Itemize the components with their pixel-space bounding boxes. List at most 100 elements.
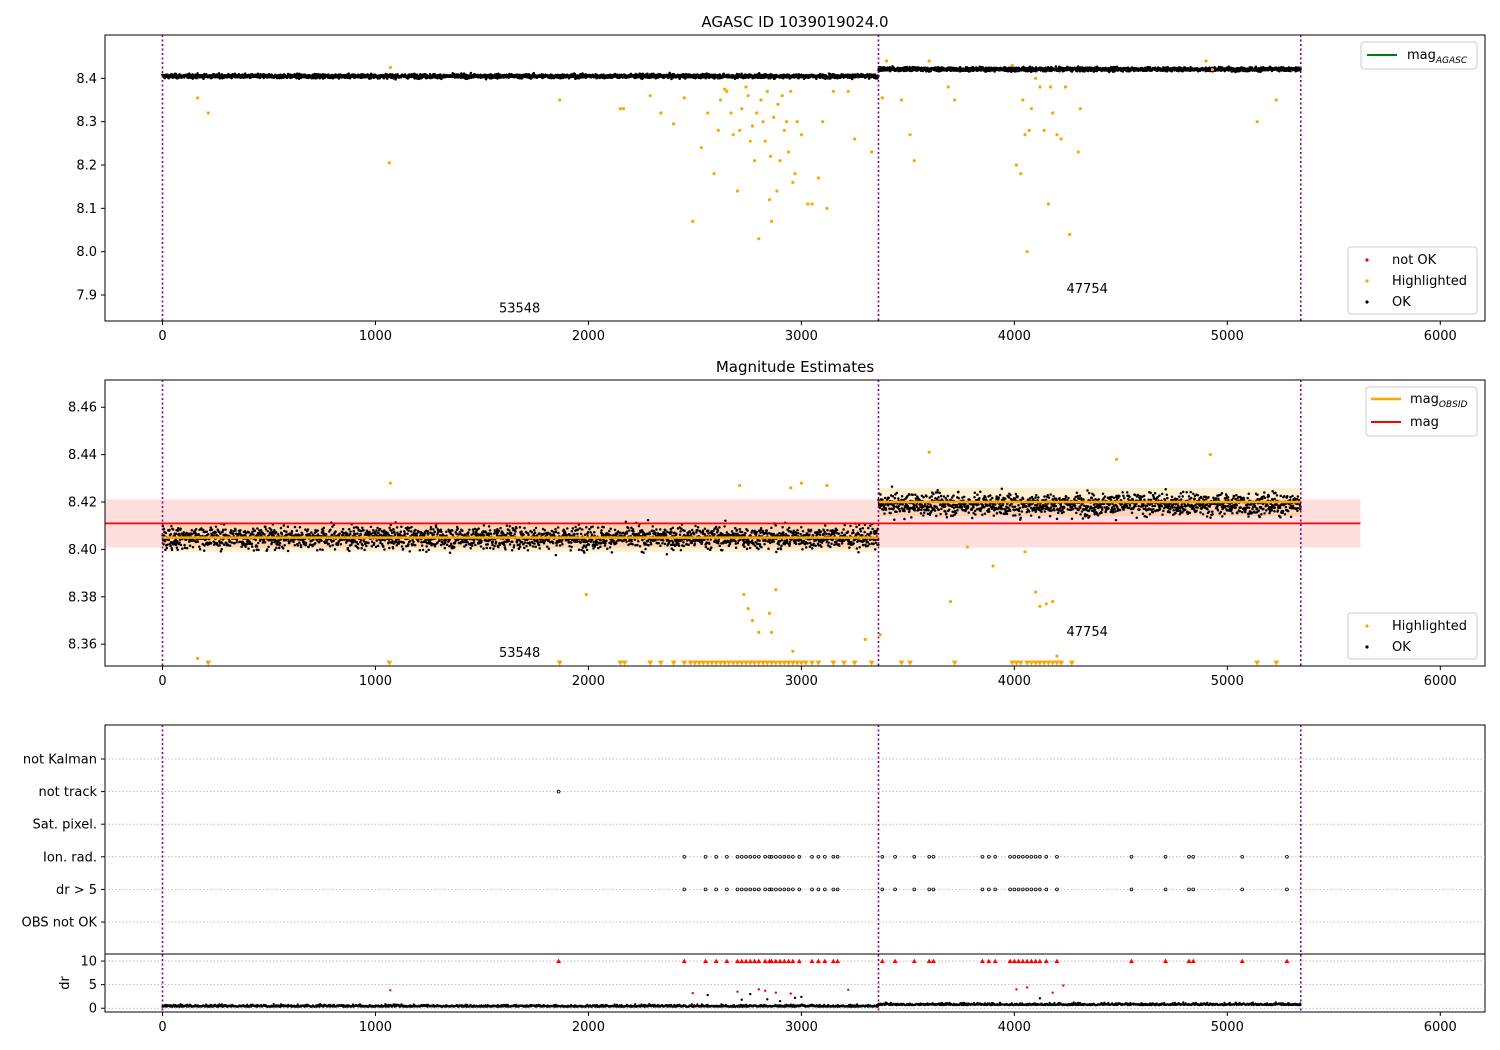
highlighted-point bbox=[793, 172, 797, 176]
highlighted-point bbox=[706, 111, 710, 115]
highlighted-point bbox=[1048, 85, 1053, 89]
highlighted-point bbox=[388, 65, 392, 70]
highlighted-point bbox=[712, 172, 716, 176]
highlighted-point bbox=[795, 120, 799, 124]
highlighted-point bbox=[853, 137, 857, 141]
highlighted-point bbox=[831, 89, 835, 93]
mag-estimates-panel: Magnitude Estimates 0 1000 2000 3000 4000 500… bbox=[68, 358, 1486, 689]
highlighted-point bbox=[1059, 137, 1063, 141]
x-tick-label: 4000 bbox=[998, 329, 1031, 344]
highlighted-point bbox=[387, 161, 391, 165]
y-tick-label: 8.1 bbox=[76, 202, 97, 217]
highlighted-point bbox=[776, 102, 780, 106]
ok-point bbox=[212, 72, 215, 76]
highlighted-point bbox=[718, 98, 723, 102]
x-tick-label: 1000 bbox=[359, 329, 392, 344]
chart-title: AGASC ID 1039019024.0 bbox=[701, 13, 888, 31]
highlighted-point bbox=[731, 133, 735, 137]
highlighted-point bbox=[1051, 111, 1055, 115]
highlighted-point bbox=[744, 85, 748, 89]
highlighted-point bbox=[908, 133, 912, 137]
legend-label: OK bbox=[1392, 295, 1411, 310]
ok-point bbox=[188, 72, 191, 75]
highlighted-point bbox=[772, 115, 776, 119]
highlighted-point bbox=[791, 180, 795, 184]
highlighted-point bbox=[1055, 133, 1059, 137]
highlighted-point bbox=[846, 89, 850, 93]
highlighted-point bbox=[778, 159, 782, 163]
highlighted-point bbox=[746, 94, 750, 98]
highlighted-point bbox=[1076, 150, 1080, 154]
highlighted-point bbox=[946, 85, 950, 89]
highlighted-point bbox=[763, 139, 767, 143]
ok-point bbox=[243, 72, 247, 75]
x-tick-label: 2000 bbox=[572, 329, 605, 344]
highlighted-point bbox=[870, 150, 874, 154]
highlighted-point bbox=[789, 89, 793, 93]
highlighted-point bbox=[784, 120, 789, 124]
highlighted-point bbox=[725, 89, 729, 93]
ok-point bbox=[205, 72, 208, 76]
highlighted-point bbox=[1274, 98, 1278, 102]
highlighted-point bbox=[1078, 107, 1082, 111]
highlighted-point bbox=[648, 94, 652, 98]
highlighted-point bbox=[782, 128, 786, 132]
highlighted-point bbox=[787, 150, 791, 154]
ok-point bbox=[532, 71, 536, 75]
highlighted-point bbox=[672, 122, 676, 126]
legend-mag-agasc: magAGASC bbox=[1360, 41, 1478, 70]
legend-subscript: AGASC bbox=[1435, 56, 1468, 66]
highlighted-point bbox=[768, 154, 773, 158]
highlighted-point bbox=[1063, 85, 1068, 89]
highlighted-point bbox=[767, 198, 772, 202]
highlighted-point bbox=[769, 219, 774, 223]
highlighted-point bbox=[884, 59, 889, 63]
highlighted-point bbox=[699, 146, 703, 150]
highlighted-point bbox=[738, 128, 742, 132]
highlighted-point bbox=[752, 159, 757, 163]
highlighted-point bbox=[927, 59, 931, 63]
highlighted-point bbox=[1255, 120, 1259, 124]
highlighted-point bbox=[880, 96, 884, 100]
highlighted-point bbox=[912, 159, 916, 163]
plot-area bbox=[104, 34, 1486, 322]
x-tick-label: 6000 bbox=[1424, 329, 1457, 344]
y-tick-label: 8.0 bbox=[76, 245, 97, 260]
highlighted-point bbox=[806, 202, 810, 206]
y-tick-label: 7.9 bbox=[76, 289, 97, 304]
highlighted-point bbox=[810, 202, 814, 206]
highlighted-point bbox=[953, 98, 957, 102]
agasc-panel: AGASC ID 1039019024.0 0 1000 2000 3000 4000 5… bbox=[76, 13, 1486, 344]
highlighted-point bbox=[775, 189, 779, 193]
highlighted-point bbox=[206, 111, 210, 115]
highlighted-point bbox=[1042, 128, 1046, 132]
chart-title: Magnitude Estimates bbox=[716, 358, 874, 376]
highlighted-point bbox=[816, 176, 821, 180]
highlighted-point bbox=[618, 107, 622, 111]
highlighted-point bbox=[748, 139, 752, 143]
highlighted-point bbox=[558, 98, 562, 102]
y-tick-label: 8.4 bbox=[76, 72, 97, 87]
highlighted-point bbox=[1034, 76, 1038, 80]
ok-point bbox=[459, 72, 463, 75]
highlighted-point bbox=[1068, 232, 1072, 236]
highlighted-point bbox=[1204, 59, 1208, 63]
legend-label: mag bbox=[1407, 48, 1436, 63]
highlighted-point bbox=[765, 89, 769, 93]
x-tick-label: 0 bbox=[158, 329, 166, 344]
y-tick-label: 8.2 bbox=[76, 159, 97, 174]
ok-point bbox=[1054, 65, 1058, 68]
highlighted-point bbox=[691, 219, 695, 223]
ok-point bbox=[740, 72, 743, 76]
highlighted-point bbox=[799, 133, 803, 137]
legend-label: not OK bbox=[1392, 253, 1437, 268]
legend-status: not OK Highlighted OK bbox=[1347, 246, 1478, 315]
highlighted-point bbox=[659, 111, 663, 115]
highlighted-point bbox=[1029, 107, 1033, 111]
highlighted-point bbox=[716, 128, 720, 132]
highlighted-point bbox=[1038, 85, 1042, 89]
annotation-53548: 53548 bbox=[499, 301, 540, 316]
highlighted-point bbox=[1025, 250, 1029, 254]
highlighted-point bbox=[196, 96, 200, 100]
